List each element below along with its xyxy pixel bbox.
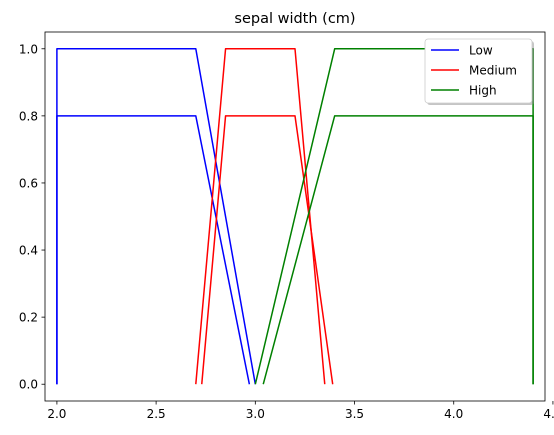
plot-frame <box>44 31 546 402</box>
y-tick-label: 0.4 <box>19 244 38 258</box>
legend-label-high: High <box>469 84 497 98</box>
legend: Low Medium High <box>424 38 534 105</box>
x-tick-label: 4.0 <box>444 407 463 421</box>
legend-label-low: Low <box>469 44 493 58</box>
series-lines <box>56 48 534 385</box>
y-tick-label: 0.8 <box>19 109 38 123</box>
x-tick-label: 2.5 <box>147 407 166 421</box>
chart-title: sepal width (cm) <box>234 11 355 27</box>
y-tick-label: 0.2 <box>19 311 38 325</box>
series-line-low <box>56 115 251 385</box>
x-axis: 2.0 2.5 3.0 3.5 4.0 4.5 <box>47 401 554 421</box>
legend-box <box>424 38 533 104</box>
legend-label-medium: Medium <box>469 64 517 78</box>
y-tick-label: 0.6 <box>19 176 38 190</box>
y-tick-label: 1.0 <box>19 42 38 56</box>
x-tick-label: 3.0 <box>246 407 265 421</box>
y-tick-label: 0.0 <box>19 378 38 392</box>
y-axis: 0.0 0.2 0.4 0.6 0.8 1.0 <box>19 42 45 392</box>
x-tick-label: 2.0 <box>47 407 66 421</box>
series-line-medium <box>201 115 334 385</box>
x-tick-label: 3.5 <box>345 407 364 421</box>
series-line-high <box>262 115 534 385</box>
x-tick-label: 4.5 <box>543 407 554 421</box>
